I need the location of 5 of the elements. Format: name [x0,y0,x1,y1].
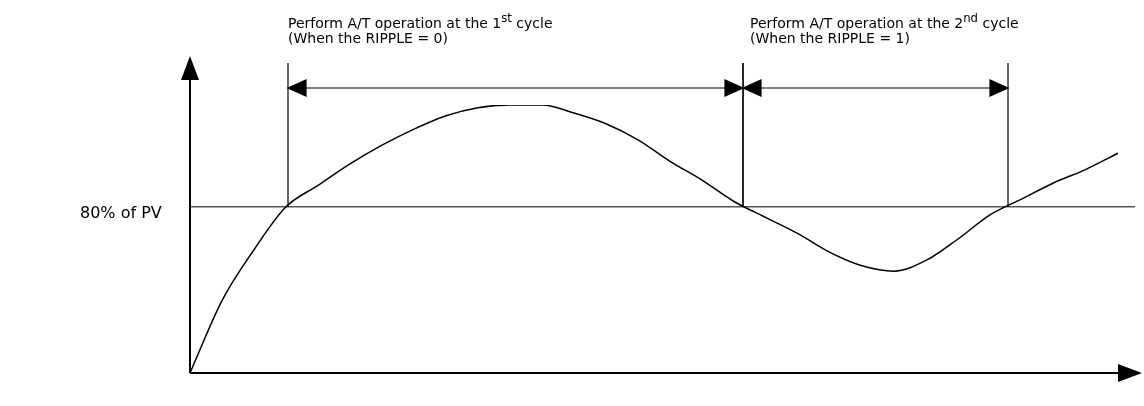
text: Perform A/T operation at the 2$^{nd}$ cycle [750,10,1019,32]
text: Perform A/T operation at the 1$^{st}$ cycle [288,10,553,32]
ref-line-label: 80% of PV [80,203,162,222]
text: (When the RIPPLE = 0) [288,30,448,47]
text: (When the RIPPLE = 1) [750,30,910,47]
